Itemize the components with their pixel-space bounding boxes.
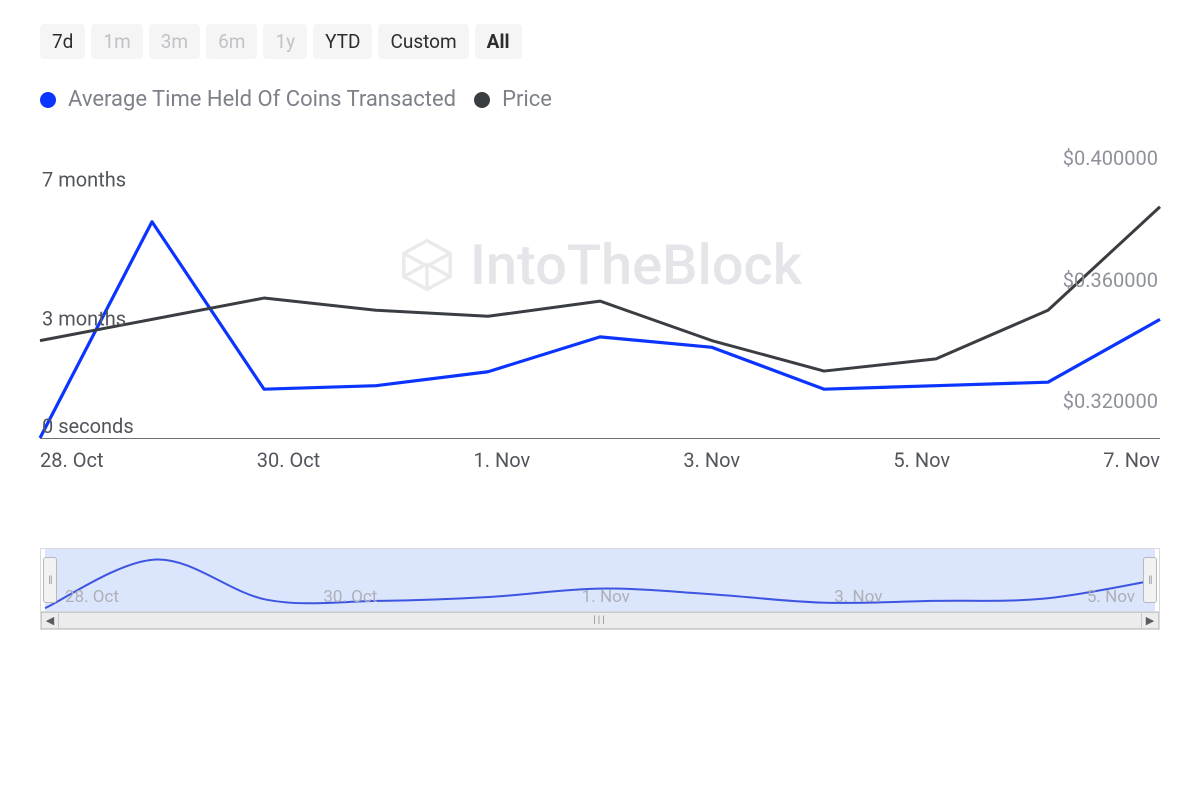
y-right-tick: $0.320000 [1063,389,1158,413]
main-chart: IntoTheBlock 7 months3 months0 seconds$0… [40,152,1160,492]
time-range-all[interactable]: All [475,24,522,59]
legend-dot-icon [474,92,490,108]
x-tick: 5. Nov [893,448,950,472]
legend: Average Time Held Of Coins Transacted Pri… [40,87,1160,112]
navigator-svg [45,549,1155,613]
scrollbar-track[interactable]: ||| [59,612,1141,629]
scroll-right-button[interactable]: ▶ [1141,612,1159,629]
series-price [40,207,1160,371]
series-avg_time_held [40,222,1160,438]
navigator-right-handle[interactable]: || [1143,557,1157,603]
x-axis-line [40,438,1160,439]
y-right-tick: $0.400000 [1063,146,1158,170]
time-range-7d[interactable]: 7d [40,24,85,59]
navigator-line [45,559,1155,608]
x-tick: 1. Nov [473,448,530,472]
range-navigator[interactable]: || || 28. Oct30. Oct1. Nov3. Nov5. Nov ◀… [40,548,1160,630]
time-range-selector: 7d1m3m6m1yYTDCustomAll [40,24,1160,59]
y-left-tick: 3 months [42,307,126,331]
y-left-tick: 7 months [42,167,126,191]
legend-dot-icon [40,92,56,108]
legend-item: Average Time Held Of Coins Transacted [40,87,456,112]
x-tick: 28. Oct [40,448,104,472]
navigator-left-handle[interactable]: || [43,557,57,603]
legend-item: Price [474,87,552,112]
time-range-ytd[interactable]: YTD [313,24,372,59]
x-tick: 30. Oct [257,448,321,472]
time-range-1y[interactable]: 1y [263,24,307,59]
legend-label: Price [502,87,552,112]
scrollbar[interactable]: ◀ ||| ▶ [41,611,1159,629]
time-range-6m[interactable]: 6m [206,24,257,59]
legend-label: Average Time Held Of Coins Transacted [68,87,456,112]
x-tick: 7. Nov [1103,448,1160,472]
scroll-left-button[interactable]: ◀ [41,612,59,629]
time-range-custom[interactable]: Custom [378,24,468,59]
y-right-tick: $0.360000 [1063,268,1158,292]
scrollbar-thumb[interactable]: ||| [59,614,1141,627]
x-tick: 3. Nov [683,448,740,472]
time-range-3m[interactable]: 3m [149,24,200,59]
time-range-1m[interactable]: 1m [91,24,142,59]
y-left-tick: 0 seconds [42,414,134,438]
x-axis-labels: 28. Oct 30. Oct 1. Nov 3. Nov 5. Nov 7. Nov [40,448,1160,472]
chart-svg [40,152,1160,492]
